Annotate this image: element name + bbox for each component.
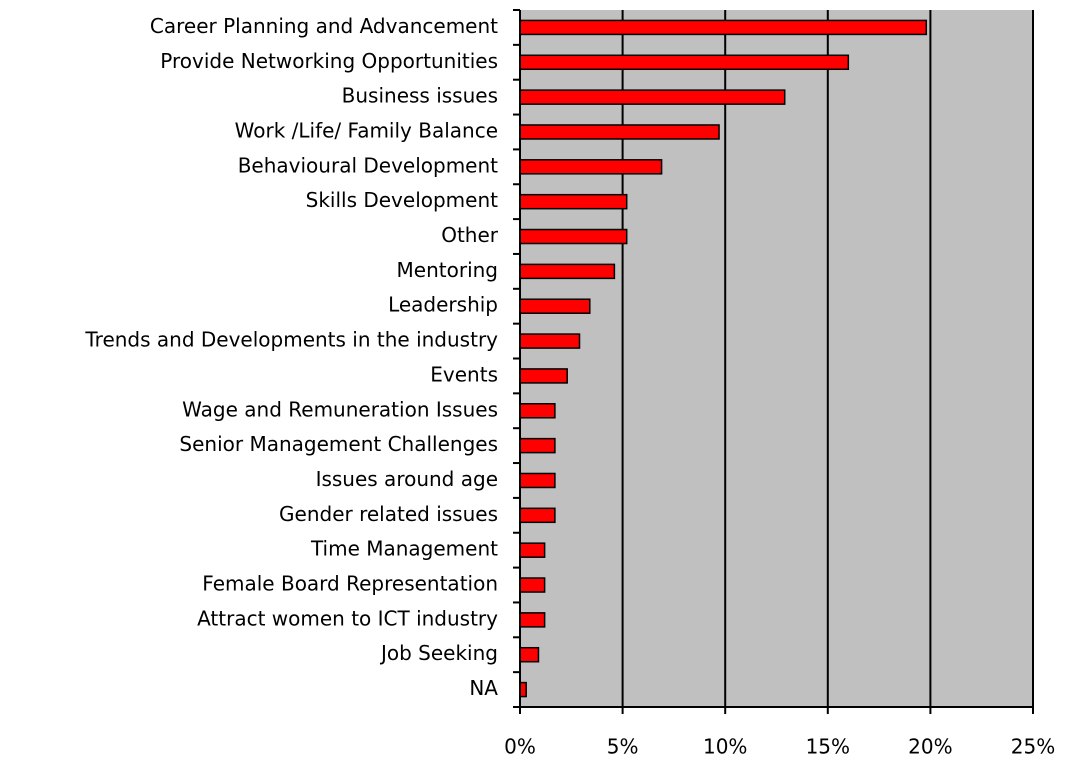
bar xyxy=(519,193,628,210)
y-tick-label: Behavioural Development xyxy=(238,153,498,177)
bar xyxy=(519,124,720,140)
y-tick-label: Senior Management Challenges xyxy=(179,432,498,456)
y-tick-label: Other xyxy=(441,223,499,247)
bar xyxy=(519,159,663,175)
y-tick-label: Business issues xyxy=(342,84,498,108)
bar xyxy=(519,228,628,245)
y-tick-label: Skills Development xyxy=(306,188,499,212)
y-tick-label: Female Board Representation xyxy=(202,572,498,596)
bar xyxy=(519,437,556,454)
bar xyxy=(519,507,556,524)
y-tick-label: Trends and Developments in the industry xyxy=(84,328,498,352)
y-tick-label: Wage and Remuneration Issues xyxy=(182,397,498,421)
bar xyxy=(519,472,556,489)
x-tick-label: 5% xyxy=(607,735,639,759)
y-tick-label: Time Management xyxy=(310,537,498,561)
bar xyxy=(519,646,540,663)
y-tick-label: Job Seeking xyxy=(379,641,498,665)
x-tick-label: 0% xyxy=(504,735,536,759)
bar xyxy=(519,612,546,628)
x-tick-label: 15% xyxy=(806,735,850,759)
bar xyxy=(519,19,928,36)
bar xyxy=(519,542,546,558)
y-tick-label: Career Planning and Advancement xyxy=(150,14,498,38)
bar xyxy=(519,54,850,71)
bar xyxy=(519,263,616,280)
plot-area xyxy=(520,10,1033,707)
y-tick-label: Gender related issues xyxy=(279,502,498,526)
bar xyxy=(519,577,546,593)
bar xyxy=(519,403,556,419)
y-tick-label: Provide Networking Opportunities xyxy=(160,49,498,73)
bar xyxy=(519,368,568,384)
y-tick-label: Work /Life/ Family Balance xyxy=(235,118,498,142)
bar xyxy=(519,333,581,349)
y-tick-label: NA xyxy=(469,676,498,700)
y-tick-label: Events xyxy=(430,362,498,386)
y-tick-label: Leadership xyxy=(388,293,498,317)
bar xyxy=(519,89,786,105)
x-tick-label: 25% xyxy=(1011,735,1055,759)
y-tick-label: Mentoring xyxy=(397,258,498,282)
y-tick-label: Issues around age xyxy=(316,467,498,491)
y-tick-label: Attract women to ICT industry xyxy=(197,606,498,630)
x-tick-label: 10% xyxy=(703,735,747,759)
x-tick-label: 20% xyxy=(908,735,952,759)
bar xyxy=(519,298,591,314)
